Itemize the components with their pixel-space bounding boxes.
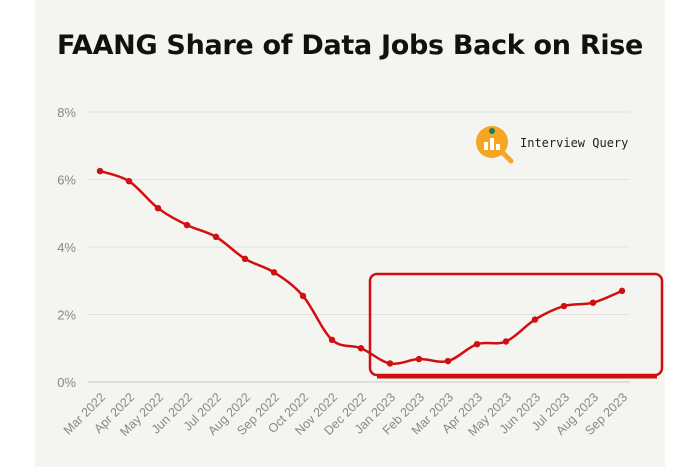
logo-bar — [490, 138, 494, 150]
data-point — [589, 299, 597, 306]
series-line — [99, 169, 623, 366]
data-point — [96, 167, 104, 175]
highlight-box — [368, 272, 664, 377]
y-tick-label: 4% — [57, 240, 76, 255]
magnifier-handle-icon — [500, 150, 514, 164]
y-tick-label: 2% — [57, 308, 76, 323]
data-point — [183, 221, 191, 229]
data-point — [154, 204, 162, 212]
data-point — [241, 255, 249, 263]
data-point — [270, 269, 278, 276]
data-point — [386, 360, 394, 367]
logo-bar — [484, 142, 488, 150]
data-point — [531, 316, 539, 323]
chart-frame — [35, 0, 665, 467]
highlight-group — [368, 272, 664, 379]
chart-title: FAANG Share of Data Jobs Back on Rise — [56, 30, 644, 61]
data-point — [212, 233, 220, 241]
logo-dot — [489, 128, 495, 134]
series-group — [96, 167, 626, 367]
data-point — [473, 341, 481, 348]
data-point — [125, 177, 133, 185]
data-point — [444, 357, 452, 365]
data-point — [299, 292, 307, 300]
y-tick-label: 6% — [57, 173, 76, 188]
data-point — [502, 338, 510, 345]
data-point — [618, 287, 626, 295]
y-tick-label: 0% — [57, 375, 76, 390]
y-axis-ticks: 0% 2% 4% 6% 8% — [57, 105, 76, 390]
data-point — [357, 345, 365, 352]
brand-logo: Interview Query — [476, 126, 628, 164]
brand-name: Interview Query — [520, 136, 628, 150]
logo-bar — [496, 144, 500, 150]
grid-lines — [88, 111, 630, 383]
data-point — [328, 336, 336, 344]
y-tick-label: 8% — [57, 105, 76, 120]
data-point — [560, 302, 568, 310]
data-point — [415, 355, 423, 363]
